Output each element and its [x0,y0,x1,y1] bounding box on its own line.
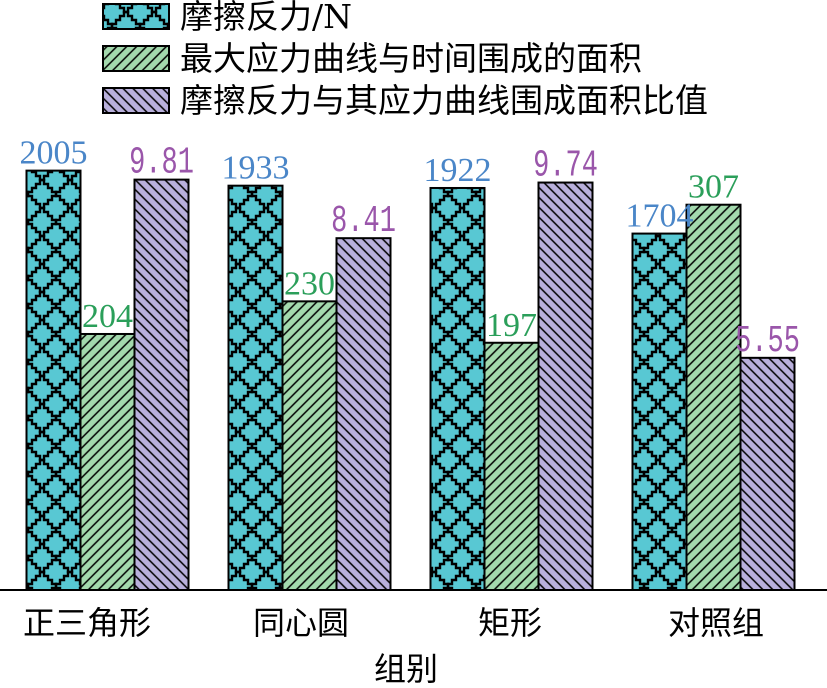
bar-friction-force-control-group [631,232,688,592]
bar-stress-time-area-rectangle [483,341,540,592]
x-tick-labels: 正三角形 同心圆 矩形 对照组 [23,604,764,642]
bars [25,169,796,592]
legend-item-force-area-ratio: 摩擦反力与其应力曲线围成面积比值 [102,81,708,120]
bar-friction-force-concentric-circle [227,184,284,591]
data-label-friction-force-control-group: 1704 [626,198,694,235]
bar-stress-time-area-control-group [685,203,742,591]
bar-friction-force-triangle [25,169,82,592]
bar-stress-time-area-triangle [79,332,136,591]
legend-label-friction-force: 摩擦反力/N [180,0,352,36]
data-label-force-area-ratio-rectangle: 9.74 [533,144,598,187]
data-label-force-area-ratio-control-group: 5.55 [735,320,800,363]
bar-force-area-ratio-control-group [739,356,796,592]
bar-friction-force-rectangle [429,186,486,592]
x-tick-label-triangle: 正三角形 [23,604,151,642]
data-label-stress-time-area-concentric-circle: 230 [284,265,335,302]
bar-force-area-ratio-triangle [133,178,190,592]
data-label-stress-time-area-triangle: 204 [82,298,133,335]
bar-force-area-ratio-concentric-circle [335,237,392,591]
legend-swatch-friction-force [102,3,170,30]
data-label-friction-force-concentric-circle: 1933 [222,150,290,187]
data-label-friction-force-triangle: 2005 [20,135,88,172]
legend-label-force-area-ratio: 摩擦反力与其应力曲线围成面积比值 [180,81,708,120]
legend-item-friction-force: 摩擦反力/N [102,0,352,36]
data-labels: 2005 204 9.81 1933 230 8.41 1922 197 9.74 1704307… [20,135,800,363]
x-tick-label-rectangle: 矩形 [478,604,542,642]
data-label-friction-force-rectangle: 1922 [424,152,492,189]
x-axis-title: 组别 [374,650,438,688]
x-tick-label-control-group: 对照组 [668,604,764,642]
x-tick-label-concentric-circle: 同心圆 [253,604,349,642]
legend-swatch-force-area-ratio [102,87,170,114]
legend-label-stress-time-area: 最大应力曲线与时间围成的面积 [180,39,642,78]
data-label-stress-time-area-control-group: 307 [688,169,739,206]
bar-force-area-ratio-rectangle [537,181,594,591]
data-label-force-area-ratio-concentric-circle: 8.41 [331,200,396,243]
data-label-stress-time-area-rectangle: 197 [486,307,537,344]
bar-stress-time-area-concentric-circle [281,300,338,591]
data-label-force-area-ratio-triangle: 9.81 [129,142,194,185]
legend-item-stress-time-area: 最大应力曲线与时间围成的面积 [102,39,642,78]
legend-swatch-stress-time-area [102,45,170,72]
legend: 摩擦反力/N 最大应力曲线与时间围成的面积 摩擦反力与其应力曲线围成面积比值 [102,0,708,120]
